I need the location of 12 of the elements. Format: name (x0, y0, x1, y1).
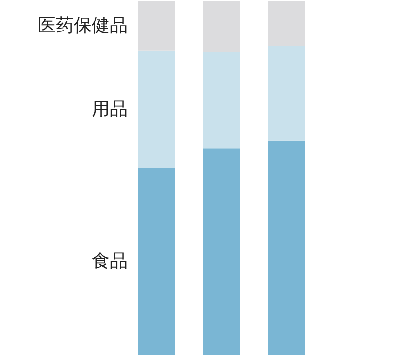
series-label: 用品 (92, 99, 128, 120)
bar (268, 46, 305, 141)
bar (203, 1, 240, 52)
bar (138, 1, 175, 51)
series-label: 食品 (92, 251, 128, 272)
bar (203, 52, 240, 149)
bar (203, 148, 240, 355)
bar (268, 140, 305, 355)
series-label: 医药保健品 (38, 15, 128, 36)
bar (138, 50, 175, 168)
bar (138, 168, 175, 355)
bar (268, 1, 305, 46)
